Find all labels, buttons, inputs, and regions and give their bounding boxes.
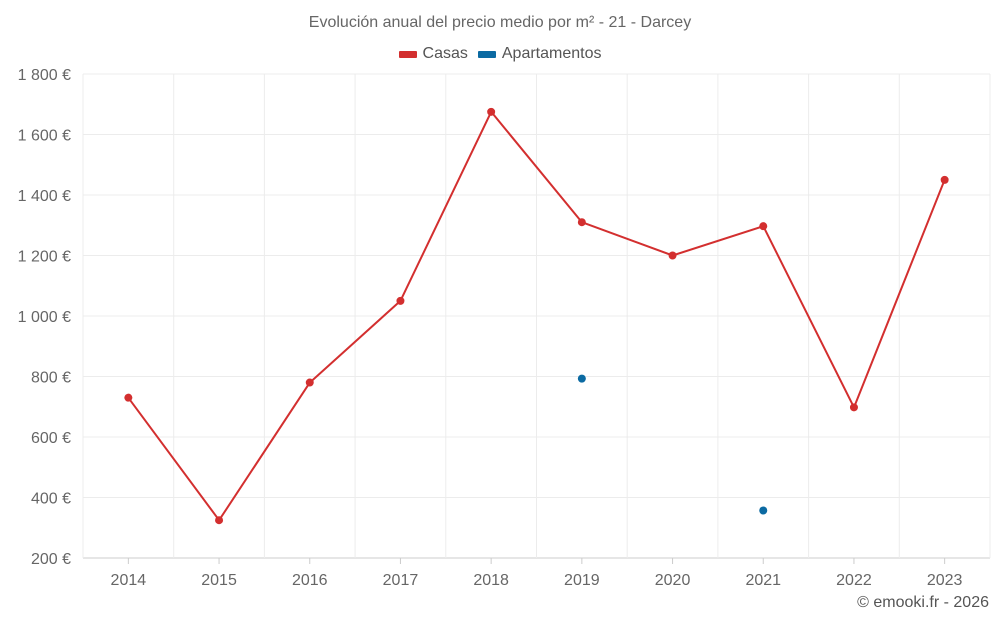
series-line-casas xyxy=(127,110,946,522)
data-point-casas[interactable] xyxy=(577,218,586,227)
x-tick-label: 2023 xyxy=(927,572,963,589)
x-tick-label: 2020 xyxy=(655,572,691,589)
y-tick-label: 1 200 € xyxy=(18,249,71,266)
x-tick-label: 2019 xyxy=(564,572,600,589)
x-tick-label: 2021 xyxy=(745,572,781,589)
data-point-casas[interactable] xyxy=(759,222,768,231)
y-tick-label: 1 400 € xyxy=(18,188,71,205)
x-tick-label: 2016 xyxy=(292,572,328,589)
legend-item-casas[interactable]: Casas xyxy=(398,45,468,63)
y-tick-label: 200 € xyxy=(31,551,71,568)
chart-title: Evolución anual del precio medio por m² … xyxy=(308,14,692,31)
data-point-casas[interactable] xyxy=(668,251,677,260)
legend-swatch-apartamentos xyxy=(477,50,496,58)
y-tick-label: 600 € xyxy=(31,430,71,447)
legend-item-apartamentos[interactable]: Apartamentos xyxy=(477,45,602,63)
y-tick-label: 1 000 € xyxy=(18,309,71,326)
y-tick-label: 1 800 € xyxy=(18,67,71,84)
y-tick-label: 400 € xyxy=(31,491,71,508)
data-point-casas[interactable] xyxy=(305,378,314,387)
data-point-casas[interactable] xyxy=(396,296,405,305)
legend-swatch-casas xyxy=(398,50,417,58)
x-tick-label: 2014 xyxy=(111,572,147,589)
data-point-casas[interactable] xyxy=(940,175,949,184)
y-tick-label: 800 € xyxy=(31,370,71,387)
x-tick-label: 2022 xyxy=(836,572,872,589)
data-point-casas[interactable] xyxy=(849,403,858,412)
data-point-casas[interactable] xyxy=(487,107,496,116)
x-tick-label: 2018 xyxy=(473,572,509,589)
y-tick-label: 1 600 € xyxy=(18,128,71,145)
data-point-apartamentos[interactable] xyxy=(577,374,586,383)
data-point-casas[interactable] xyxy=(124,393,133,402)
credit-text: © emooki.fr - 2026 xyxy=(857,594,989,611)
x-tick-label: 2015 xyxy=(201,572,237,589)
legend-label-apartamentos: Apartamentos xyxy=(501,45,602,62)
legend-label-casas: Casas xyxy=(422,45,468,62)
legend: Casas Apartamentos xyxy=(0,45,1000,63)
data-point-casas[interactable] xyxy=(215,516,224,525)
x-tick-label: 2017 xyxy=(383,572,419,589)
data-point-apartamentos[interactable] xyxy=(759,506,768,515)
